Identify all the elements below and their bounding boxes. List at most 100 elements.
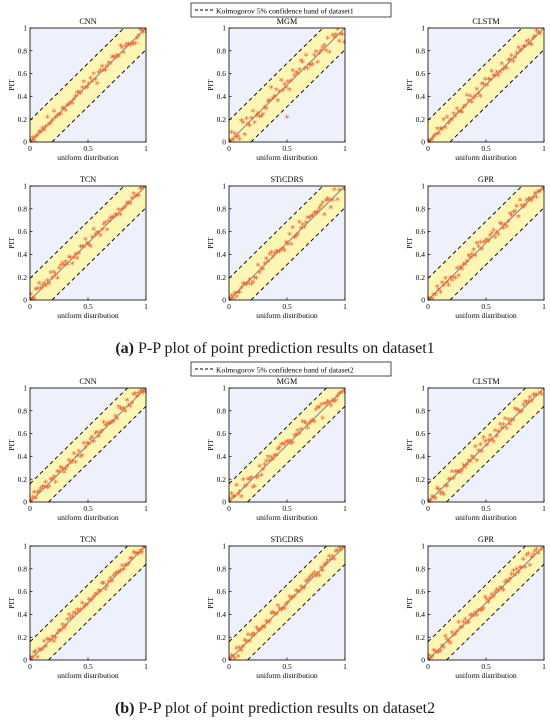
data-point: * — [498, 69, 503, 80]
x-axis-label: uniform distribution — [455, 513, 517, 522]
data-point: * — [103, 585, 108, 596]
data-point: * — [511, 58, 516, 69]
data-point: * — [38, 285, 43, 296]
data-point: * — [473, 252, 478, 263]
x-tick-label: 0 — [426, 144, 430, 153]
data-point: * — [456, 108, 461, 119]
data-point: * — [519, 564, 524, 575]
x-axis-label: uniform distribution — [455, 311, 517, 320]
y-tick-label: 0.2 — [18, 273, 28, 282]
data-point: * — [491, 593, 496, 604]
data-point: * — [310, 212, 315, 223]
data-point: * — [493, 72, 498, 83]
x-tick-label: 0.5 — [282, 302, 292, 311]
data-point: * — [527, 394, 532, 405]
x-axis-label: uniform distribution — [256, 671, 318, 680]
upper-band-line — [30, 186, 125, 279]
subplot-title: MGM — [277, 377, 298, 386]
data-point: * — [426, 655, 431, 666]
data-point: * — [289, 77, 294, 88]
data-point: * — [237, 135, 242, 146]
data-point: * — [526, 37, 531, 48]
data-point: * — [537, 390, 542, 401]
data-point: * — [229, 129, 234, 140]
data-point: * — [304, 51, 309, 62]
data-point: * — [431, 494, 436, 505]
data-point: * — [237, 289, 242, 300]
data-point: * — [327, 48, 332, 59]
data-point: * — [231, 137, 236, 148]
data-point: * — [513, 571, 518, 582]
data-point: * — [453, 630, 458, 641]
data-point: * — [260, 265, 265, 276]
data-point: * — [299, 225, 304, 236]
subplot-b-sticdrs: ****************************************… — [206, 535, 347, 680]
data-point: * — [28, 653, 33, 664]
data-point: * — [270, 455, 275, 466]
data-point: * — [118, 567, 123, 578]
upper-band-line — [428, 546, 526, 643]
data-point: * — [78, 453, 83, 464]
data-point: * — [267, 251, 272, 262]
subplot-title: CLSTM — [472, 377, 500, 386]
x-tick-label: 1 — [144, 504, 148, 513]
data-point: * — [68, 254, 73, 265]
subplot-title: CLSTM — [472, 17, 500, 26]
data-point: * — [129, 555, 134, 566]
data-point: * — [433, 291, 438, 302]
data-point: * — [133, 390, 138, 401]
data-point: * — [95, 80, 100, 91]
data-point: * — [111, 214, 116, 225]
data-point: * — [267, 457, 272, 468]
x-axis-label: uniform distribution — [256, 311, 318, 320]
data-point: * — [302, 65, 307, 76]
y-tick-label: 0.4 — [18, 250, 28, 259]
data-point: * — [256, 110, 261, 121]
data-point: * — [343, 383, 348, 394]
data-point: * — [302, 223, 307, 234]
data-point: * — [522, 42, 527, 53]
data-point: * — [284, 600, 289, 611]
y-axis-label: PIT — [7, 597, 16, 609]
data-point: * — [536, 384, 541, 395]
data-point: * — [503, 221, 508, 232]
data-point: * — [498, 219, 503, 230]
data-point: * — [252, 483, 257, 494]
data-point: * — [340, 544, 345, 555]
x-tick-label: 0 — [227, 302, 231, 311]
data-point: * — [469, 98, 474, 109]
data-point: * — [284, 84, 289, 95]
data-point: * — [73, 459, 78, 470]
x-tick-label: 0.5 — [83, 504, 93, 513]
lower-band-line — [449, 49, 544, 142]
data-point: * — [290, 224, 295, 235]
legend-label: Kolmogorov 5% confidence band of dataset… — [216, 366, 354, 375]
data-point: * — [101, 418, 106, 429]
data-point: * — [254, 112, 259, 123]
data-point: * — [103, 219, 108, 230]
data-point: * — [522, 398, 527, 409]
data-point: * — [110, 578, 115, 589]
data-point: * — [116, 569, 121, 580]
y-tick-label: 0.2 — [416, 475, 426, 484]
data-point: * — [40, 125, 45, 136]
data-point: * — [527, 40, 532, 51]
data-point: * — [456, 272, 461, 283]
data-point: * — [441, 491, 446, 502]
data-point: * — [531, 391, 536, 402]
data-point: * — [302, 419, 307, 430]
legend-b: Kolmogorov 5% confidence band of dataset… — [190, 361, 392, 377]
y-tick-label: 0.4 — [416, 452, 426, 461]
data-point: * — [126, 402, 131, 413]
subplot-title: CNN — [79, 377, 96, 386]
data-point: * — [337, 390, 342, 401]
data-point: * — [458, 624, 463, 635]
data-point: * — [486, 237, 491, 248]
data-point: * — [58, 111, 63, 122]
data-point: * — [322, 42, 327, 53]
data-point: * — [45, 114, 50, 125]
data-point: * — [96, 587, 101, 598]
data-point: * — [71, 609, 76, 620]
data-point: * — [521, 402, 526, 413]
data-point: * — [76, 608, 81, 619]
